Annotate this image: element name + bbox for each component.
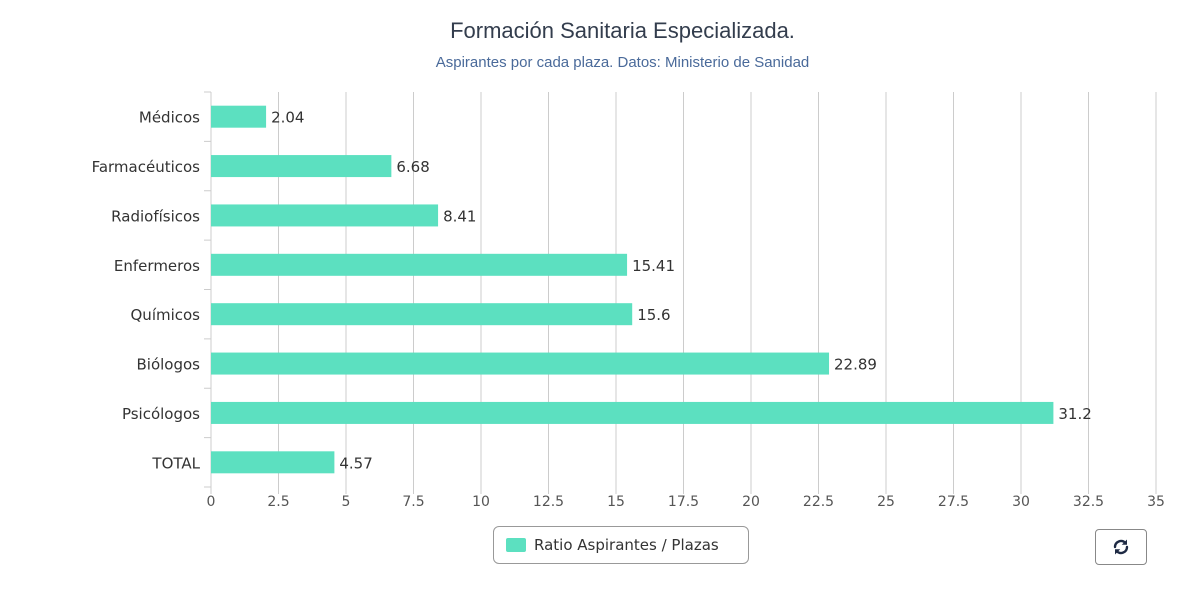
x-tick-labels: 0 2.5 5 7.5 10 12.5 15 17.5 20 22.5 25 27.5 30 32.5 35 bbox=[207, 494, 1165, 510]
bar[interactable] bbox=[211, 401, 1054, 424]
category-labels: Médicos Farmacéuticos Radiofísicos Enfermer… bbox=[92, 109, 201, 473]
x-tick-label: 2.5 bbox=[267, 494, 289, 510]
x-tick-label: 30 bbox=[1012, 494, 1030, 510]
data-label: 15.41 bbox=[632, 257, 675, 275]
bar[interactable] bbox=[211, 352, 830, 375]
x-tick-label: 5 bbox=[342, 494, 351, 510]
data-label: 22.89 bbox=[834, 356, 877, 374]
bar-series bbox=[211, 105, 1054, 474]
x-tick-label: 0 bbox=[207, 494, 216, 510]
data-label: 31.2 bbox=[1058, 405, 1091, 423]
chart-title: Formación Sanitaria Especializada. bbox=[450, 18, 795, 43]
x-tick-label: 7.5 bbox=[402, 494, 424, 510]
category-label: Farmacéuticos bbox=[92, 158, 201, 176]
category-label: Radiofísicos bbox=[111, 207, 200, 225]
data-label: 4.57 bbox=[339, 454, 372, 472]
x-tick-label: 20 bbox=[742, 494, 760, 510]
category-label: Médicos bbox=[139, 109, 200, 127]
x-tick-label: 27.5 bbox=[938, 494, 969, 510]
chart-subtitle: Aspirantes por cada plaza. Datos: Minist… bbox=[435, 54, 810, 71]
legend[interactable]: Ratio Aspirantes / Plazas bbox=[493, 526, 749, 564]
category-label: Enfermeros bbox=[114, 257, 200, 275]
category-label: Químicos bbox=[131, 306, 201, 324]
x-tick-label: 17.5 bbox=[668, 494, 699, 510]
x-tick-label: 15 bbox=[607, 494, 625, 510]
bar[interactable] bbox=[211, 105, 267, 128]
refresh-button[interactable] bbox=[1095, 529, 1147, 565]
category-label: TOTAL bbox=[151, 454, 200, 472]
grid-lines bbox=[204, 91, 1157, 494]
category-label: Biólogos bbox=[137, 356, 201, 374]
bar[interactable] bbox=[211, 253, 628, 276]
bar[interactable] bbox=[211, 451, 335, 474]
x-tick-label: 25 bbox=[877, 494, 895, 510]
legend-swatch bbox=[506, 538, 526, 552]
x-tick-label: 35 bbox=[1147, 494, 1165, 510]
category-label: Psicólogos bbox=[122, 405, 200, 423]
refresh-icon bbox=[1113, 539, 1129, 555]
x-tick-label: 32.5 bbox=[1073, 494, 1104, 510]
legend-label: Ratio Aspirantes / Plazas bbox=[534, 536, 719, 554]
data-labels: 2.04 6.68 8.41 15.41 15.6 22.89 31.2 4.57 bbox=[271, 109, 1092, 473]
data-label: 8.41 bbox=[443, 207, 476, 225]
x-tick-label: 10 bbox=[472, 494, 490, 510]
data-label: 6.68 bbox=[396, 158, 429, 176]
data-label: 2.04 bbox=[271, 109, 304, 127]
data-label: 15.6 bbox=[637, 306, 670, 324]
bar[interactable] bbox=[211, 303, 633, 326]
bar[interactable] bbox=[211, 155, 392, 178]
bar[interactable] bbox=[211, 204, 439, 227]
x-tick-label: 12.5 bbox=[533, 494, 564, 510]
x-tick-label: 22.5 bbox=[803, 494, 834, 510]
